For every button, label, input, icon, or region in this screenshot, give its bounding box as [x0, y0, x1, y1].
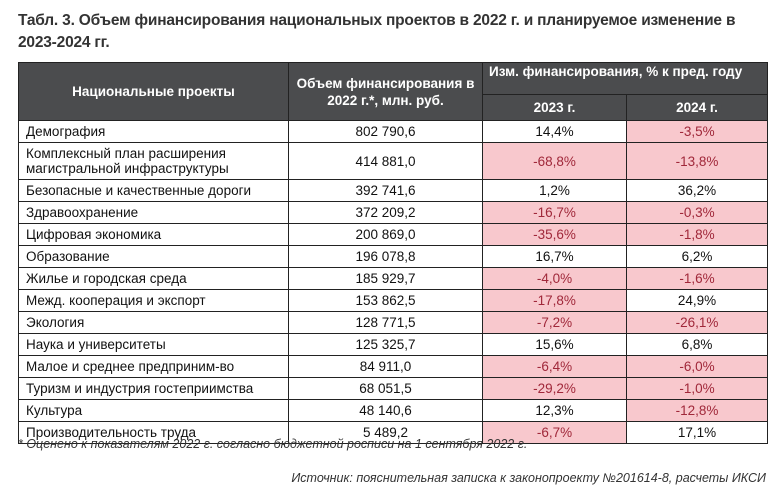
funding-cell: 802 790,6 — [288, 120, 483, 143]
change-2023-cell: -6,4% — [482, 355, 627, 378]
change-2024-cell: 36,2% — [625, 179, 769, 202]
project-name-cell: Жилье и городская среда — [18, 267, 289, 290]
change-2023-cell: 14,4% — [482, 120, 627, 143]
funding-cell: 185 929,7 — [288, 267, 483, 290]
funding-cell: 414 881,0 — [288, 142, 483, 180]
funding-cell: 84 911,0 — [288, 355, 483, 378]
header-change-group: Изм. финансирования, % к пред. году — [481, 62, 769, 95]
header-funding: Объем финансирования в 2022 г.*, млн. ру… — [288, 62, 483, 121]
header-project: Национальные проекты — [18, 62, 289, 121]
project-name-cell: Образование — [18, 245, 289, 268]
project-name-cell: Безопасные и качественные дороги — [18, 179, 289, 202]
funding-cell: 392 741,6 — [288, 179, 483, 202]
funding-cell: 372 209,2 — [288, 201, 483, 224]
table-row: Малое и среднее предприним-во 84 911,0 -6,… — [18, 355, 769, 378]
footnote: * Оценено к показателям 2022 г. согласно… — [18, 437, 528, 451]
change-2024-cell: -1,6% — [625, 267, 769, 290]
table-row: Демография 802 790,6 14,4% -3,5% — [18, 120, 769, 143]
change-2024-cell: -6,0% — [625, 355, 769, 378]
project-name-cell: Цифровая экономика — [18, 223, 289, 246]
project-name-cell: Производительность труда — [18, 421, 289, 444]
table-title: Табл. 3. Объем финансирования национальн… — [18, 12, 736, 51]
change-2023-cell: -6,7% — [482, 421, 627, 444]
change-2023-cell: 12,3% — [482, 399, 627, 422]
change-2023-cell: -29,2% — [482, 377, 627, 400]
project-name-cell: Культура — [18, 399, 289, 422]
table-row: Производительность труда 5 489,2 -6,7% 17,1… — [18, 421, 769, 444]
funding-cell: 196 078,8 — [288, 245, 483, 268]
project-name-cell: Межд. кооперация и экспорт — [18, 289, 289, 312]
funding-cell: 125 325,7 — [288, 333, 483, 356]
table-row: Наука и университеты 125 325,7 15,6% 6,8% — [18, 333, 769, 356]
change-2024-cell: -26,1% — [625, 311, 769, 334]
project-name-cell: Наука и университеты — [18, 333, 289, 356]
header-2024: 2024 г. — [625, 94, 769, 121]
change-2024-cell: -1,0% — [625, 377, 769, 400]
source-note: Источник: пояснительная записка к законо… — [291, 471, 766, 485]
change-2024-cell: -3,5% — [625, 120, 769, 143]
table-row: Образование 196 078,8 16,7% 6,2% — [18, 245, 769, 268]
funding-cell: 200 869,0 — [288, 223, 483, 246]
project-name-cell: Экология — [18, 311, 289, 334]
table-body: Демография 802 790,6 14,4% -3,5% Комплексный… — [18, 120, 769, 444]
change-2023-cell: -17,8% — [482, 289, 627, 312]
table-row: Межд. кооперация и экспорт 153 862,5 -17,8… — [18, 289, 769, 312]
funding-cell: 153 862,5 — [288, 289, 483, 312]
header-2023: 2023 г. — [482, 94, 627, 121]
funding-cell: 68 051,5 — [288, 377, 483, 400]
change-2024-cell: 6,2% — [625, 245, 769, 268]
change-2023-cell: 16,7% — [482, 245, 627, 268]
change-2024-cell: 24,9% — [625, 289, 769, 312]
table-row: Здравоохранение 372 209,2 -16,7% -0,3% — [18, 201, 769, 224]
change-2023-cell: -7,2% — [482, 311, 627, 334]
project-name-cell: Здравоохранение — [18, 201, 289, 224]
funding-cell: 48 140,6 — [288, 399, 483, 422]
table-row: Комплексный план расширения магистрально… — [18, 142, 769, 180]
table-row: Безопасные и качественные дороги 392 741,… — [18, 179, 769, 202]
funding-cell: 128 771,5 — [288, 311, 483, 334]
change-2024-cell: 6,8% — [625, 333, 769, 356]
project-name-cell: Демография — [18, 120, 289, 143]
change-2024-cell: -0,3% — [625, 201, 769, 224]
table-row: Туризм и индустрия гостеприимства 68 051,… — [18, 377, 769, 400]
table-row: Жилье и городская среда 185 929,7 -4,0% -1,… — [18, 267, 769, 290]
change-2023-cell: -35,6% — [482, 223, 627, 246]
project-name-cell: Туризм и индустрия гостеприимства — [18, 377, 289, 400]
change-2023-cell: -4,0% — [482, 267, 627, 290]
change-2024-cell: -12,8% — [625, 399, 769, 422]
table-row: Цифровая экономика 200 869,0 -35,6% -1,8% — [18, 223, 769, 246]
change-2024-cell: 17,1% — [625, 421, 769, 444]
change-2024-cell: -13,8% — [625, 142, 769, 180]
national-projects-table: Национальные проекты Объем финансировани… — [18, 62, 769, 444]
project-name-cell: Комплексный план расширения магистрально… — [18, 142, 289, 180]
table-row: Экология 128 771,5 -7,2% -26,1% — [18, 311, 769, 334]
change-2024-cell: -1,8% — [625, 223, 769, 246]
project-name-cell: Малое и среднее предприним-во — [18, 355, 289, 378]
change-2023-cell: 15,6% — [482, 333, 627, 356]
table-row: Культура 48 140,6 12,3% -12,8% — [18, 399, 769, 422]
change-2023-cell: -16,7% — [482, 201, 627, 224]
change-2023-cell: 1,2% — [482, 179, 627, 202]
change-2023-cell: -68,8% — [482, 142, 627, 180]
